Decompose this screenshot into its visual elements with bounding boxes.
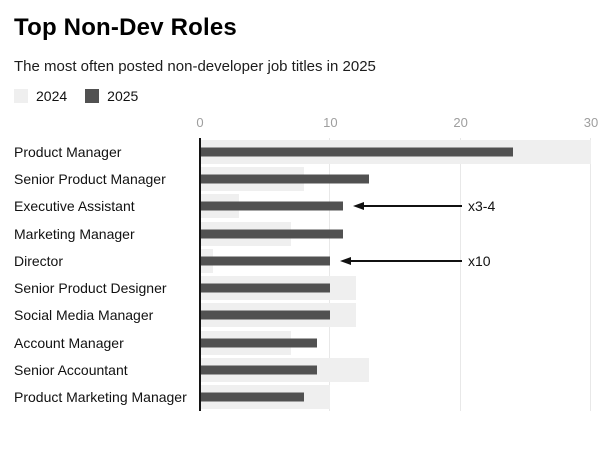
bar-2025: [200, 256, 331, 266]
annotation-label: x3-4: [468, 198, 496, 215]
bar-row: Senior Product Manager: [0, 165, 600, 192]
category-label: Executive Assistant: [14, 198, 135, 215]
x-axis-tick: 20: [453, 115, 468, 130]
category-label: Product Manager: [14, 143, 122, 160]
bar-track: [200, 302, 591, 329]
legend-swatch-2024: [14, 89, 28, 103]
legend-swatch-2025: [85, 89, 100, 103]
y-axis-line: [199, 138, 201, 411]
page-subtitle: The most often posted non-developer job …: [14, 58, 376, 75]
category-label: Director: [14, 252, 64, 269]
bar-row: Director x10: [0, 247, 600, 274]
bar-rows: Product Manager Senior Product Manager Exe…: [0, 138, 600, 411]
legend: 2024 2025: [14, 88, 138, 104]
bar-track: [200, 138, 591, 165]
legend-item-2024: 2024: [14, 88, 67, 104]
legend-item-2025: 2025: [85, 88, 138, 104]
category-label: Marketing Manager: [14, 225, 135, 242]
bar-track: x3-4: [200, 193, 591, 220]
bar-2025: [200, 147, 513, 157]
plot-area: Product Manager Senior Product Manager Exe…: [0, 138, 600, 411]
bar-row: Product Marketing Manager: [0, 384, 600, 411]
category-label: Social Media Manager: [14, 307, 154, 324]
bar-row: Executive Assistant x3-4: [0, 193, 600, 220]
arrowhead-left-icon: [340, 256, 352, 265]
category-label: Senior Accountant: [14, 362, 128, 379]
bar-2025: [200, 365, 318, 375]
bar-track: [200, 329, 591, 356]
legend-label-2025: 2025: [107, 88, 139, 104]
bar-row: Social Media Manager: [0, 302, 600, 329]
bar-row: Senior Product Designer: [0, 275, 600, 302]
bar-track: x10: [200, 247, 591, 274]
bar-track: [200, 275, 591, 302]
bar-row: Product Manager: [0, 138, 600, 165]
bar-2025: [200, 283, 331, 293]
x-axis: 0 10 20 30: [196, 112, 598, 138]
gridline: [459, 138, 461, 411]
gridline: [590, 138, 591, 411]
annotation-line: [351, 260, 462, 262]
annotation-arrow: [340, 256, 462, 265]
category-label: Senior Product Manager: [14, 170, 166, 187]
bar-2025: [200, 229, 344, 239]
bar-chart: 0 10 20 30 Product Manager Senior Product Ma…: [0, 112, 600, 422]
x-axis-tick: 10: [323, 115, 338, 130]
arrowhead-left-icon: [353, 202, 365, 211]
bar-2025: [200, 338, 318, 348]
annotation-line: [364, 205, 462, 207]
gridlines: [200, 138, 591, 411]
bar-row: Marketing Manager: [0, 220, 600, 247]
bar-track: [200, 356, 591, 383]
bar-row: Senior Accountant: [0, 356, 600, 383]
bar-track: [200, 165, 591, 192]
category-label: Senior Product Designer: [14, 280, 167, 297]
category-label: Account Manager: [14, 334, 124, 351]
annotation-label: x10: [468, 252, 491, 269]
gridline: [329, 138, 331, 411]
bar-2025: [200, 201, 344, 211]
bar-row: Account Manager: [0, 329, 600, 356]
bar-2025: [200, 310, 331, 320]
bar-track: [200, 384, 591, 411]
x-axis-tick: 0: [196, 115, 204, 130]
legend-label-2024: 2024: [36, 88, 68, 104]
x-axis-tick: 30: [583, 115, 599, 130]
bar-2025: [200, 174, 370, 184]
bar-track: [200, 220, 591, 247]
bar-2025: [200, 392, 305, 402]
category-label: Product Marketing Manager: [14, 389, 187, 406]
page-title: Top Non-Dev Roles: [14, 14, 237, 41]
annotation-arrow: [353, 202, 462, 211]
